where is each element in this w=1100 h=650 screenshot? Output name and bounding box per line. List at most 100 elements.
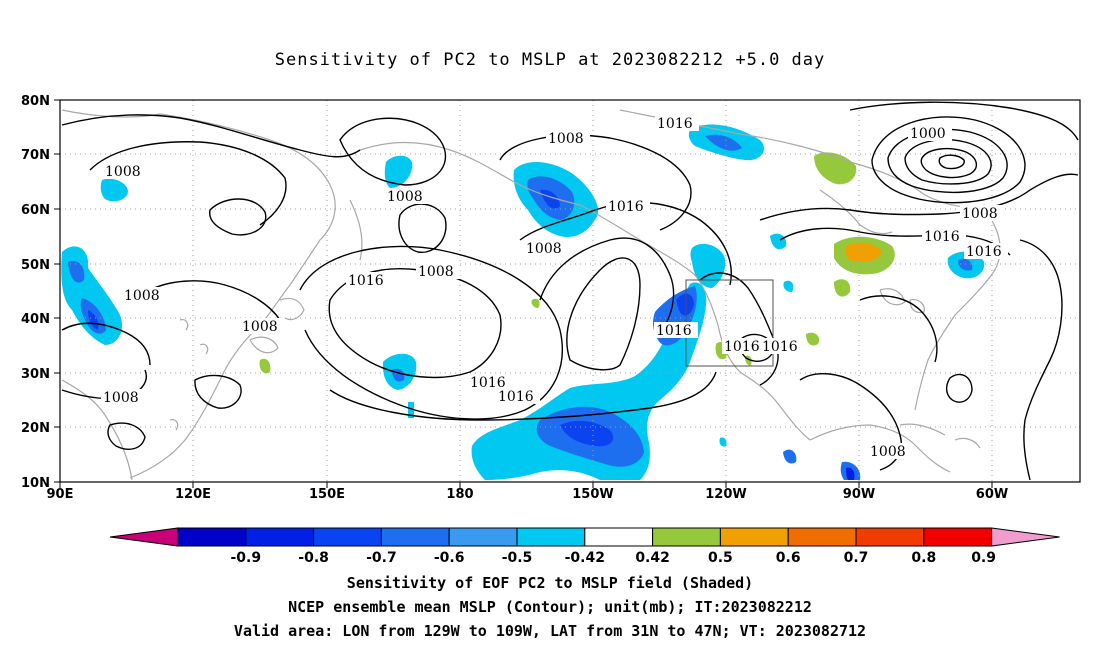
caption-line-1: Sensitivity of EOF PC2 to MSLP field (Sh…	[346, 574, 754, 592]
shade-blob	[705, 134, 742, 151]
lat-tick-label: 10N	[21, 476, 50, 491]
contour-line	[938, 154, 965, 170]
lon-tick-label: 120E	[175, 487, 211, 502]
colorbar-label: -0.8	[298, 550, 329, 566]
lon-tick-label: 90W	[843, 487, 875, 502]
lat-tick-label: 40N	[21, 312, 50, 327]
contour-line	[107, 422, 146, 450]
colorbar: -0.9 -0.8 -0.7 -0.6 -0.5 -0.42 0.42 0.5 0.6 0.7 0.…	[109, 527, 1060, 566]
contour-line	[89, 141, 287, 226]
shade-blob	[68, 260, 85, 283]
coast-na-west	[579, 204, 811, 441]
colorbar-label: -0.7	[366, 550, 397, 566]
contour-label: 1008	[548, 131, 584, 147]
caption-line-2: NCEP ensemble mean MSLP (Contour); unit(…	[288, 598, 812, 616]
lat-tick-label: 70N	[21, 148, 50, 163]
contour-label: 1016	[762, 339, 798, 355]
contour-label: 1016	[348, 273, 384, 289]
contour-label: 1008	[242, 319, 278, 335]
shade-blob	[770, 233, 787, 250]
contour-line	[759, 173, 1079, 221]
lat-tick-label: 20N	[21, 421, 50, 436]
contour-line	[699, 272, 779, 386]
contour-label: 1008	[103, 390, 139, 406]
contour-label: 1008	[387, 189, 423, 205]
colorbar-swatch	[516, 527, 586, 547]
coast-alaska	[349, 141, 581, 261]
colorbar-swatch	[177, 527, 247, 547]
colorbar-swatch	[719, 527, 789, 547]
shade-blob	[690, 243, 726, 288]
shade-blob	[783, 280, 794, 292]
contour-line	[871, 116, 1026, 204]
contour-label: 1008	[962, 206, 998, 222]
colorbar-label: -0.5	[502, 550, 533, 566]
contour-line	[398, 203, 447, 253]
coast-hudson	[819, 189, 893, 235]
contour-line	[849, 101, 1079, 141]
contour-line	[61, 114, 361, 158]
shade-blob	[61, 246, 123, 345]
shade-blob	[259, 358, 271, 374]
latitude-labels: 80N 70N 60N 50N 40N 30N 20N 10N	[21, 94, 50, 491]
contour-line	[329, 371, 717, 421]
colorbar-swatch	[787, 527, 857, 547]
colorbar-swatch	[584, 527, 654, 547]
contour-label: 1008	[870, 444, 906, 460]
lon-tick-label: 180	[446, 487, 473, 502]
contour-label: 1016	[656, 323, 692, 339]
contour-line	[920, 147, 977, 179]
contour-line	[61, 322, 151, 366]
shade-blob	[676, 293, 694, 316]
colorbar-right-arrow	[991, 527, 1060, 547]
colorbar-left-arrow	[109, 527, 179, 547]
contour-label: 1016	[924, 229, 960, 245]
longitude-labels: 90E 120E 150E 180 150W 120W 90W 60W	[47, 487, 1009, 502]
contour-line	[499, 134, 692, 231]
coastlines	[61, 109, 1001, 481]
shade-blob	[783, 449, 797, 464]
shade-blob	[100, 178, 128, 202]
contour-label: 1016	[724, 339, 760, 355]
lon-tick-label: 120W	[705, 487, 746, 502]
lat-tick-label: 60N	[21, 203, 50, 218]
shade-blob	[834, 279, 851, 297]
colorbar-label: -0.42	[565, 550, 605, 566]
shade-blob	[531, 298, 540, 308]
colorbar-swatch	[855, 527, 925, 547]
coast-lakes	[879, 288, 925, 314]
contour-label: 1016	[657, 116, 693, 132]
coast-gulf	[809, 424, 951, 473]
shade-blob	[846, 467, 855, 480]
lat-tick-label: 80N	[21, 94, 50, 109]
contour-label: 1008	[526, 241, 562, 257]
colorbar-label: 0.42	[635, 550, 670, 566]
contour-label: 1016	[470, 375, 506, 391]
colorbar-label: 0.7	[844, 550, 869, 566]
colorbar-label: -0.9	[230, 550, 261, 566]
contour-line	[779, 227, 1011, 256]
lon-tick-label: 150E	[309, 487, 345, 502]
contour-line	[149, 280, 281, 321]
coast-asia	[61, 109, 336, 481]
lat-tick-label: 50N	[21, 258, 50, 273]
contour-line	[194, 374, 242, 409]
shade-blob	[408, 402, 414, 418]
lon-tick-label: 90E	[47, 487, 74, 502]
colorbar-swatch	[652, 527, 721, 547]
colorbar-label: 0.5	[708, 550, 733, 566]
contour-line	[859, 295, 938, 363]
contour-label: 1000	[910, 126, 946, 142]
colorbar-label: 0.9	[971, 550, 996, 566]
tick-marks	[54, 99, 993, 488]
contour-line	[1019, 239, 1063, 481]
contour-label: 1016	[608, 199, 644, 215]
contour-line	[339, 117, 446, 186]
shade-blob	[844, 242, 882, 262]
lon-tick-label: 60W	[976, 487, 1008, 502]
contour-label: 1016	[966, 244, 1002, 260]
colorbar-label: -0.6	[434, 550, 465, 566]
coast-japan	[249, 297, 305, 354]
contour-label: 1016	[498, 389, 534, 405]
